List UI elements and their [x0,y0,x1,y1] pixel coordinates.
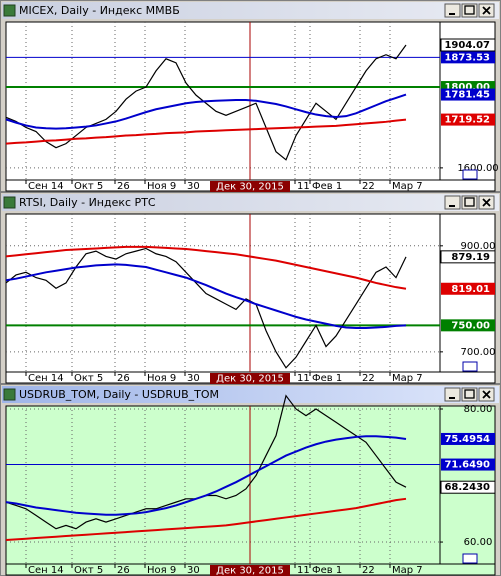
last-value-label-box [441,432,495,445]
x-tick-label: 26 [117,181,130,192]
y-tick-label: 700.00 [461,347,496,358]
maximize-glyph [464,197,475,207]
close-glyph [482,198,491,207]
maximize-glyph [464,5,475,15]
axis-icon[interactable] [462,361,478,372]
x-tick-label: 11 [297,565,310,576]
window-title: USDRUB_TOM, Daily - USDRUB_TOM [19,388,219,401]
level-label: 1873.53 [444,52,490,63]
last-value-label-box [440,480,496,494]
price-line [5,245,407,290]
minimize-button[interactable] [444,3,461,18]
x-tick-label: Мар 7 [392,373,423,384]
window-icon [3,196,16,209]
level-label: 1800.00 [444,82,490,93]
price-line [5,247,407,369]
x-tick-label: Фев 1 [312,181,342,192]
cursor-label-box [210,373,290,384]
last-value-label: 1904.07 [444,40,490,51]
cursor-label: Дек 30, 2015 [216,374,284,385]
x-tick-label: Мар 7 [392,181,423,192]
last-value-label-box [441,282,495,295]
minimize-button[interactable] [444,387,461,402]
level-label-box [441,51,495,64]
x-tick-label: 11 [297,373,310,384]
x-tick-label: Ноя 9 [147,181,176,192]
cursor-label-box [210,565,290,576]
price-line [5,497,407,542]
x-tick-label: 26 [117,565,130,576]
price-line [5,118,407,145]
x-tick-label: Окт 5 [74,565,103,576]
x-tick-label: Фев 1 [312,373,342,384]
minimize-button[interactable] [444,195,461,210]
x-tick-label: Ноя 9 [147,565,176,576]
x-tick-label: 11 [297,181,310,192]
last-value-label-box [440,250,496,264]
title-bar [2,194,499,211]
level-label-box [441,458,495,471]
cursor-label: Дек 30, 2015 [216,182,284,193]
y-tick-label: 60.00 [464,537,493,548]
title-bar [2,2,499,19]
price-line [5,263,407,329]
x-tick-label: Ноя 9 [147,373,176,384]
last-value-label: 75.4954 [444,434,490,445]
level-label: 71.6490 [444,460,490,471]
x-tick-label: 22 [362,181,375,192]
close-glyph [482,6,491,15]
plot-area [5,405,441,565]
y-tick-label: 900.00 [461,241,496,252]
maximize-glyph [464,389,475,399]
y-tick-label: 1600.00 [457,163,498,174]
last-value-label: 68.2430 [444,482,490,493]
price-line [5,93,407,130]
x-tick-label: 26 [117,373,130,384]
window-icon [3,388,16,401]
x-tick-label: 22 [362,565,375,576]
price-line [5,435,407,516]
window-title: MICEX, Daily - Индекс ММВБ [19,4,180,17]
axis-icon[interactable] [462,169,478,180]
x-tick-label: Окт 5 [74,373,103,384]
window-title: RTSI, Daily - Индекс РТС [19,196,156,209]
x-tick-label: 22 [362,373,375,384]
level-label: 750.00 [451,320,490,331]
x-tick-label: Сен 14 [28,373,64,384]
x-tick-label: 30 [187,373,200,384]
last-value-label: 819.01 [451,284,490,295]
x-tick-label: Фев 1 [312,565,342,576]
last-value-label-box [440,38,496,52]
window-icon [3,4,16,17]
last-value-label: 879.19 [451,252,490,263]
title-bar [2,386,499,403]
cursor-label-box [210,181,290,192]
y-tick-label: 80.00 [464,404,493,415]
last-value-label: 1719.52 [444,115,490,126]
x-tick-label: Сен 14 [28,565,64,576]
level-label-box [441,319,495,332]
x-tick-label: 30 [187,181,200,192]
close-glyph [482,390,491,399]
x-tick-label: Мар 7 [392,565,423,576]
last-value-label-box [441,88,495,101]
x-tick-label: Окт 5 [74,181,103,192]
last-value-label-box [441,113,495,126]
cursor-label: Дек 30, 2015 [216,566,284,576]
x-tick-label: 30 [187,565,200,576]
axis-icon[interactable] [462,553,478,564]
last-value-label: 1781.45 [444,90,490,101]
x-tick-label: Сен 14 [28,181,64,192]
